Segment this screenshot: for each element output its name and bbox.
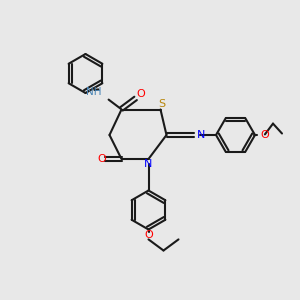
Text: O: O — [136, 88, 145, 99]
Text: O: O — [144, 230, 153, 240]
Text: O: O — [260, 130, 269, 140]
Text: NH: NH — [86, 87, 101, 98]
Text: N: N — [144, 159, 153, 170]
Text: S: S — [158, 99, 166, 109]
Text: O: O — [98, 154, 106, 164]
Text: N: N — [197, 130, 206, 140]
